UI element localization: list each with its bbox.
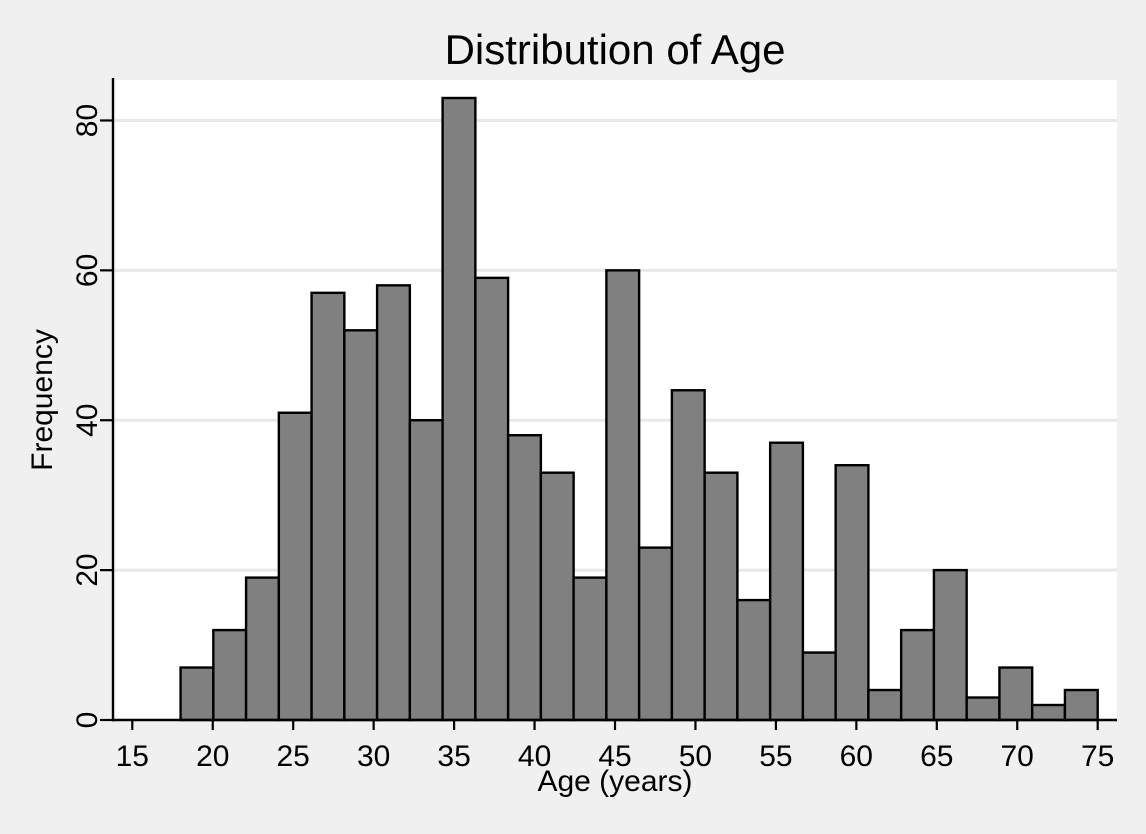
x-tick-label-50: 50: [679, 740, 712, 773]
x-tick-label-70: 70: [1001, 740, 1034, 773]
histogram-bar-20: [834, 464, 870, 722]
histogram-bar-7: [408, 419, 444, 722]
histogram-bar-26: [1030, 703, 1067, 722]
histogram-bar-18: [768, 441, 805, 722]
y-tick-label-40: 40: [71, 404, 104, 437]
histogram-bar-11: [539, 471, 575, 722]
y-tick-label-80: 80: [71, 104, 104, 137]
histogram-bar-12: [572, 576, 608, 722]
chart-title: Distribution of Age: [445, 26, 786, 73]
x-axis-title: Age (years): [537, 765, 692, 798]
x-tick-label-60: 60: [840, 740, 873, 773]
histogram-bar-19: [801, 651, 837, 722]
histogram-bar-23: [932, 568, 968, 722]
histogram-bars: [179, 96, 1099, 722]
axis-ticks: 0 20 40 60 80 15 20 25 30 35 40 45 50 55 60 65 70 75: [71, 104, 1114, 773]
histogram-bar-8: [441, 96, 477, 722]
histogram-bar-0: [179, 666, 215, 722]
x-tick-label-30: 30: [357, 740, 390, 773]
histogram-bar-13: [605, 269, 641, 722]
histogram-bar-3: [277, 411, 313, 722]
histogram-bar-5: [343, 329, 379, 722]
histogram-bar-10: [506, 434, 543, 722]
x-tick-label-20: 20: [196, 740, 229, 773]
histogram-bar-17: [736, 598, 772, 722]
histogram-bar-25: [998, 666, 1034, 722]
x-tick-label-40: 40: [518, 740, 551, 773]
histogram-bar-22: [899, 628, 936, 722]
histogram-bar-9: [474, 276, 510, 722]
histogram-bar-27: [1063, 688, 1099, 722]
histogram-bar-6: [375, 284, 412, 722]
histogram-bar-2: [244, 576, 281, 722]
x-tick-label-15: 15: [116, 740, 149, 773]
y-tick-label-60: 60: [71, 254, 104, 287]
histogram-bar-21: [867, 688, 903, 722]
y-tick-label-0: 0: [71, 712, 104, 729]
histogram-bar-14: [637, 546, 674, 722]
x-tick-label-25: 25: [277, 740, 310, 773]
histogram-bar-24: [965, 696, 1001, 722]
histogram-bar-16: [703, 471, 739, 722]
y-axis-title: Frequency: [26, 329, 59, 471]
x-tick-label-35: 35: [437, 740, 470, 773]
histogram-bar-4: [310, 291, 346, 722]
x-tick-label-45: 45: [598, 740, 631, 773]
x-tick-label-65: 65: [920, 740, 953, 773]
histogram-bar-1: [212, 628, 248, 722]
x-tick-label-75: 75: [1081, 740, 1114, 773]
y-tick-label-20: 20: [71, 553, 104, 586]
x-tick-label-55: 55: [759, 740, 792, 773]
histogram-bar-15: [670, 389, 706, 722]
